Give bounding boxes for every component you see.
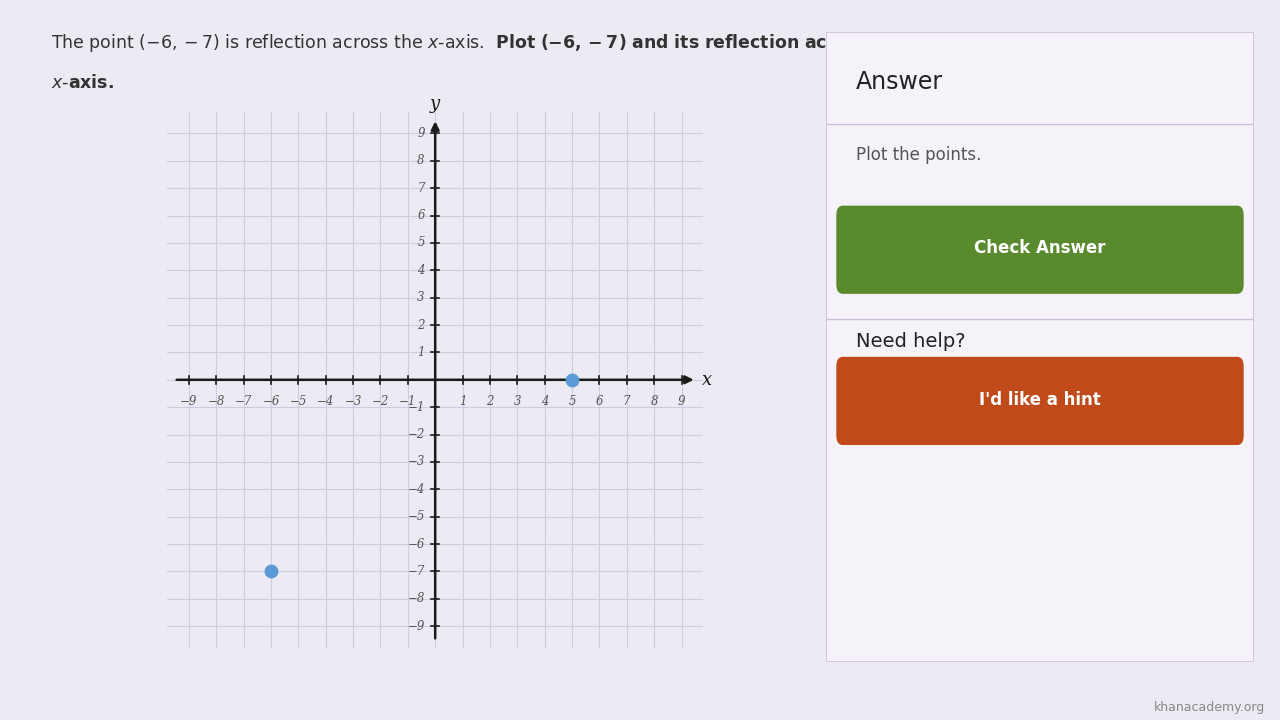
- Text: 1: 1: [458, 395, 466, 408]
- Text: 3: 3: [417, 291, 425, 304]
- Text: 8: 8: [417, 154, 425, 167]
- Text: I'd like a hint: I'd like a hint: [979, 391, 1101, 409]
- Text: −5: −5: [289, 395, 307, 408]
- Text: 2: 2: [417, 318, 425, 332]
- Text: 8: 8: [650, 395, 658, 408]
- Text: −9: −9: [180, 395, 197, 408]
- Text: 4: 4: [417, 264, 425, 276]
- Text: 6: 6: [417, 209, 425, 222]
- Text: −7: −7: [236, 395, 252, 408]
- Text: 7: 7: [623, 395, 631, 408]
- Text: −1: −1: [407, 400, 425, 414]
- Text: −9: −9: [407, 620, 425, 633]
- Text: −6: −6: [407, 538, 425, 551]
- Text: $x$-$\mathbf{axis.}$: $x$-$\mathbf{axis.}$: [51, 74, 114, 92]
- Text: khanacademy.org: khanacademy.org: [1153, 701, 1265, 714]
- Text: y: y: [430, 95, 440, 113]
- Text: −3: −3: [407, 456, 425, 469]
- Text: −8: −8: [207, 395, 225, 408]
- Text: The point $(-6,-7)$ is reflection across the $x$-axis.  $\mathbf{Plot}\ \mathbf{: The point $(-6,-7)$ is reflection across…: [51, 32, 908, 55]
- FancyBboxPatch shape: [826, 32, 1254, 662]
- Text: 2: 2: [486, 395, 494, 408]
- FancyBboxPatch shape: [836, 357, 1244, 445]
- FancyBboxPatch shape: [836, 206, 1244, 294]
- Text: 5: 5: [568, 395, 576, 408]
- Text: −4: −4: [317, 395, 334, 408]
- Text: 9: 9: [417, 127, 425, 140]
- Text: 7: 7: [417, 181, 425, 194]
- Text: Need help?: Need help?: [855, 332, 965, 351]
- Text: −5: −5: [407, 510, 425, 523]
- Text: Plot the points.: Plot the points.: [855, 145, 980, 163]
- Text: −2: −2: [371, 395, 389, 408]
- Text: −6: −6: [262, 395, 280, 408]
- Text: −1: −1: [399, 395, 416, 408]
- Text: x: x: [701, 371, 712, 389]
- Text: 1: 1: [417, 346, 425, 359]
- Text: Check Answer: Check Answer: [974, 240, 1106, 258]
- Text: −2: −2: [407, 428, 425, 441]
- Text: 4: 4: [541, 395, 548, 408]
- Text: 6: 6: [595, 395, 603, 408]
- Text: −4: −4: [407, 483, 425, 496]
- Text: −3: −3: [344, 395, 362, 408]
- Text: 5: 5: [417, 236, 425, 249]
- Text: 9: 9: [677, 395, 685, 408]
- Text: Answer: Answer: [855, 71, 943, 94]
- Text: −7: −7: [407, 565, 425, 578]
- Text: 3: 3: [513, 395, 521, 408]
- Text: −8: −8: [407, 593, 425, 606]
